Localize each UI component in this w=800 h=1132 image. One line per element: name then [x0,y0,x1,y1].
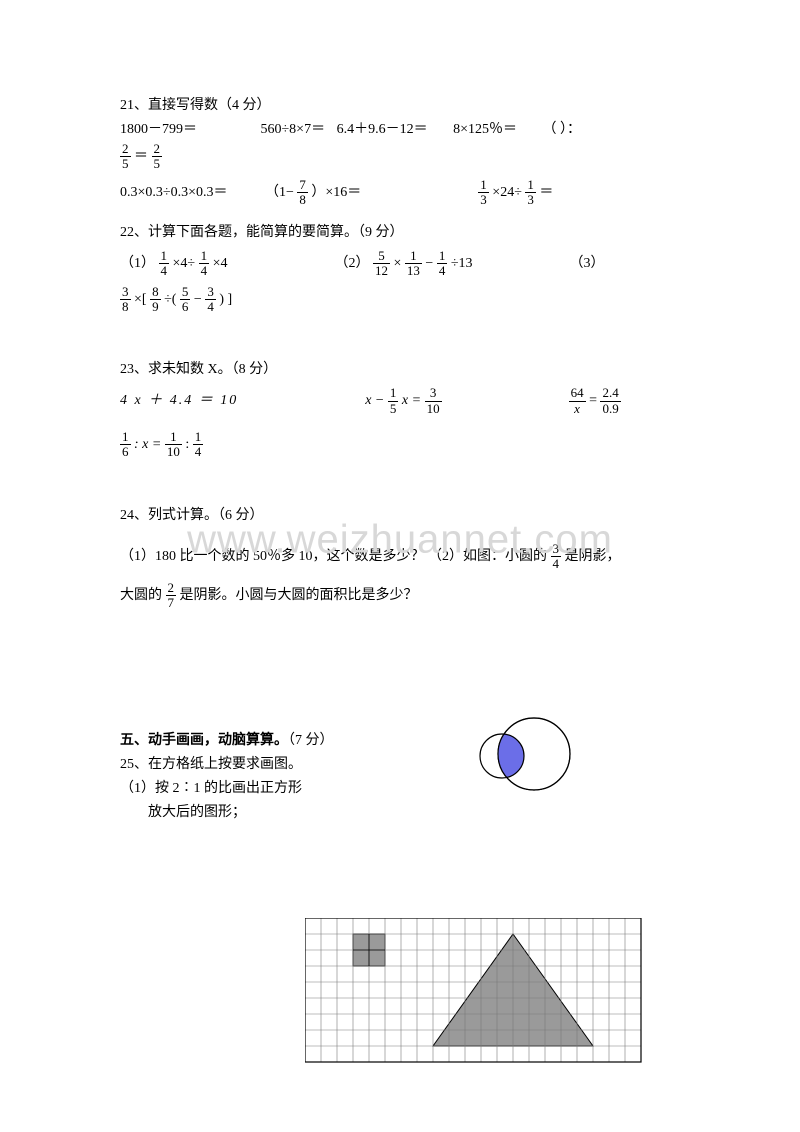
grid-figure [305,918,643,1064]
q22-3-m2: ÷( [164,292,180,307]
q22-1-m2: ×4 [213,256,228,271]
q21-r1-d: 8×125％＝ [453,122,517,137]
q23-4-f3: 14 [193,430,204,460]
sec5-title-text: 五、动手画画，动脑算算。 [120,733,288,748]
q22-1-pre: （1） [120,256,155,271]
q23-3-eq: = [589,393,600,408]
q21-row2: 25 ＝ 25 [120,142,680,172]
q21-r3-b-post: ）×16＝ [311,185,361,200]
q22-2-m1: × [394,256,405,271]
q25-title: 25、在方格纸上按要求画图。 [120,753,680,773]
q24-row2: 大圆的 27 是阴影。小圆与大圆的面积比是多少？ [120,581,680,611]
eq: ＝ [134,149,148,164]
q22-2-pre: （2） [335,256,374,271]
venn-diagram [454,714,584,799]
q22-2-f1: 512 [373,249,390,279]
q22-2-m2: − [425,256,436,271]
q21-r3-a: 0.3×0.3÷0.3×0.3＝ [120,185,227,200]
q22-3-m3: − [194,292,205,307]
page-body: 21、直接写得数（4 分） 1800－799＝ 560÷8×7＝ 6.4＋9.6… [0,0,800,865]
q22-3-f1: 38 [120,285,131,315]
q24-2-post: 是阴影。小圆与大圆的面积比是多少？ [180,588,418,603]
q22-1-m1: ×4÷ [173,256,196,271]
sec5-pts: （7 分） [288,733,334,748]
q22-3-pre: （3） [570,256,605,271]
q21-r1-b: 560÷8×7＝ [261,122,326,137]
q24-2-pre: 大圆的 [120,588,162,603]
q21-row1: 1800－799＝ 560÷8×7＝ 6.4＋9.6－12＝ 8×125％＝ （… [120,118,680,138]
q22-3-m4: ) ] [219,292,232,307]
frac-2-5-b: 25 [152,142,163,172]
q23-3-f2: 2.40.9 [600,386,620,416]
q23-4-m1: : x = [134,437,165,452]
q22-1-f2: 14 [199,249,210,279]
q22-3-m1: ×[ [134,292,150,307]
q23-2-mid: x = [402,393,425,408]
frac-1-3-a: 13 [478,178,489,208]
q22-1-f1: 14 [159,249,170,279]
q22-3-f4: 34 [205,285,216,315]
q23-4-f2: 110 [165,430,182,460]
q22-2-f2: 113 [405,249,422,279]
q22-2-m3: ÷13 [451,256,473,271]
frac-2-5-a: 25 [120,142,131,172]
q22-3-f2: 89 [150,285,161,315]
q23-2-f1: 15 [388,386,399,416]
q21-r1-e: （ ）： [543,122,582,137]
q23-2-pre: x − [365,393,388,408]
frac-7-8: 78 [297,178,308,208]
q21-r3-b-pre: （1− [265,185,294,200]
q24-2-f: 27 [166,581,177,611]
q22-row2: 38 ×[ 89 ÷( 56 − 34 ) ] [120,285,680,315]
q23-row1: 4 x ＋ 4.4 ＝ 10 x − 15 x = 310 64x = 2.40… [120,386,680,416]
q21-r3-c-mid: ×24÷ [492,185,522,200]
q22-title: 22、计算下面各题，能简算的要简算。（9 分） [120,221,680,241]
q24-1: （1）180 比一个数的 50％多 10，这个数是多少？ （2）如图：小圆的 [120,549,547,564]
q23-3-f1: 64x [569,386,586,416]
q23-2-f2: 310 [425,386,442,416]
q22-3-f3: 56 [180,285,191,315]
sec5-title: 五、动手画画，动脑算算。（7 分） [120,729,680,749]
q21-r1-c: 6.4＋9.6－12＝ [337,122,428,137]
q21-row3: 0.3×0.3÷0.3×0.3＝ （1− 78 ）×16＝ 13 ×24÷ 13… [120,178,680,208]
q23-row2: 16 : x = 110 : 14 [120,430,680,460]
q21-r3-c-post: ＝ [539,185,553,200]
q23-title: 23、求未知数 X。（8 分） [120,358,680,378]
q23-1: 4 x ＋ 4.4 ＝ 10 [120,393,238,408]
frac-1-3-b: 13 [525,178,536,208]
q25-1a: （1）按 2∶1 的比画出正方形 [120,777,680,797]
q23-4-m2: : [185,437,192,452]
q25-1b: 放大后的图形； [120,801,680,821]
q22-2-f3: 14 [437,249,448,279]
q21-title: 21、直接写得数（4 分） [120,94,680,114]
q24-1-post: 是阴影， [565,549,621,564]
q22-row: （1） 14 ×4÷ 14 ×4 （2） 512 × 113 − 14 ÷13 … [120,249,680,279]
q24-1-f: 34 [551,542,562,572]
q23-4-f1: 16 [120,430,131,460]
q24-row1: （1）180 比一个数的 50％多 10，这个数是多少？ （2）如图：小圆的 3… [120,542,680,572]
q21-r1-a: 1800－799＝ [120,122,197,137]
q24-title: 24、列式计算。（6 分） [120,504,680,524]
